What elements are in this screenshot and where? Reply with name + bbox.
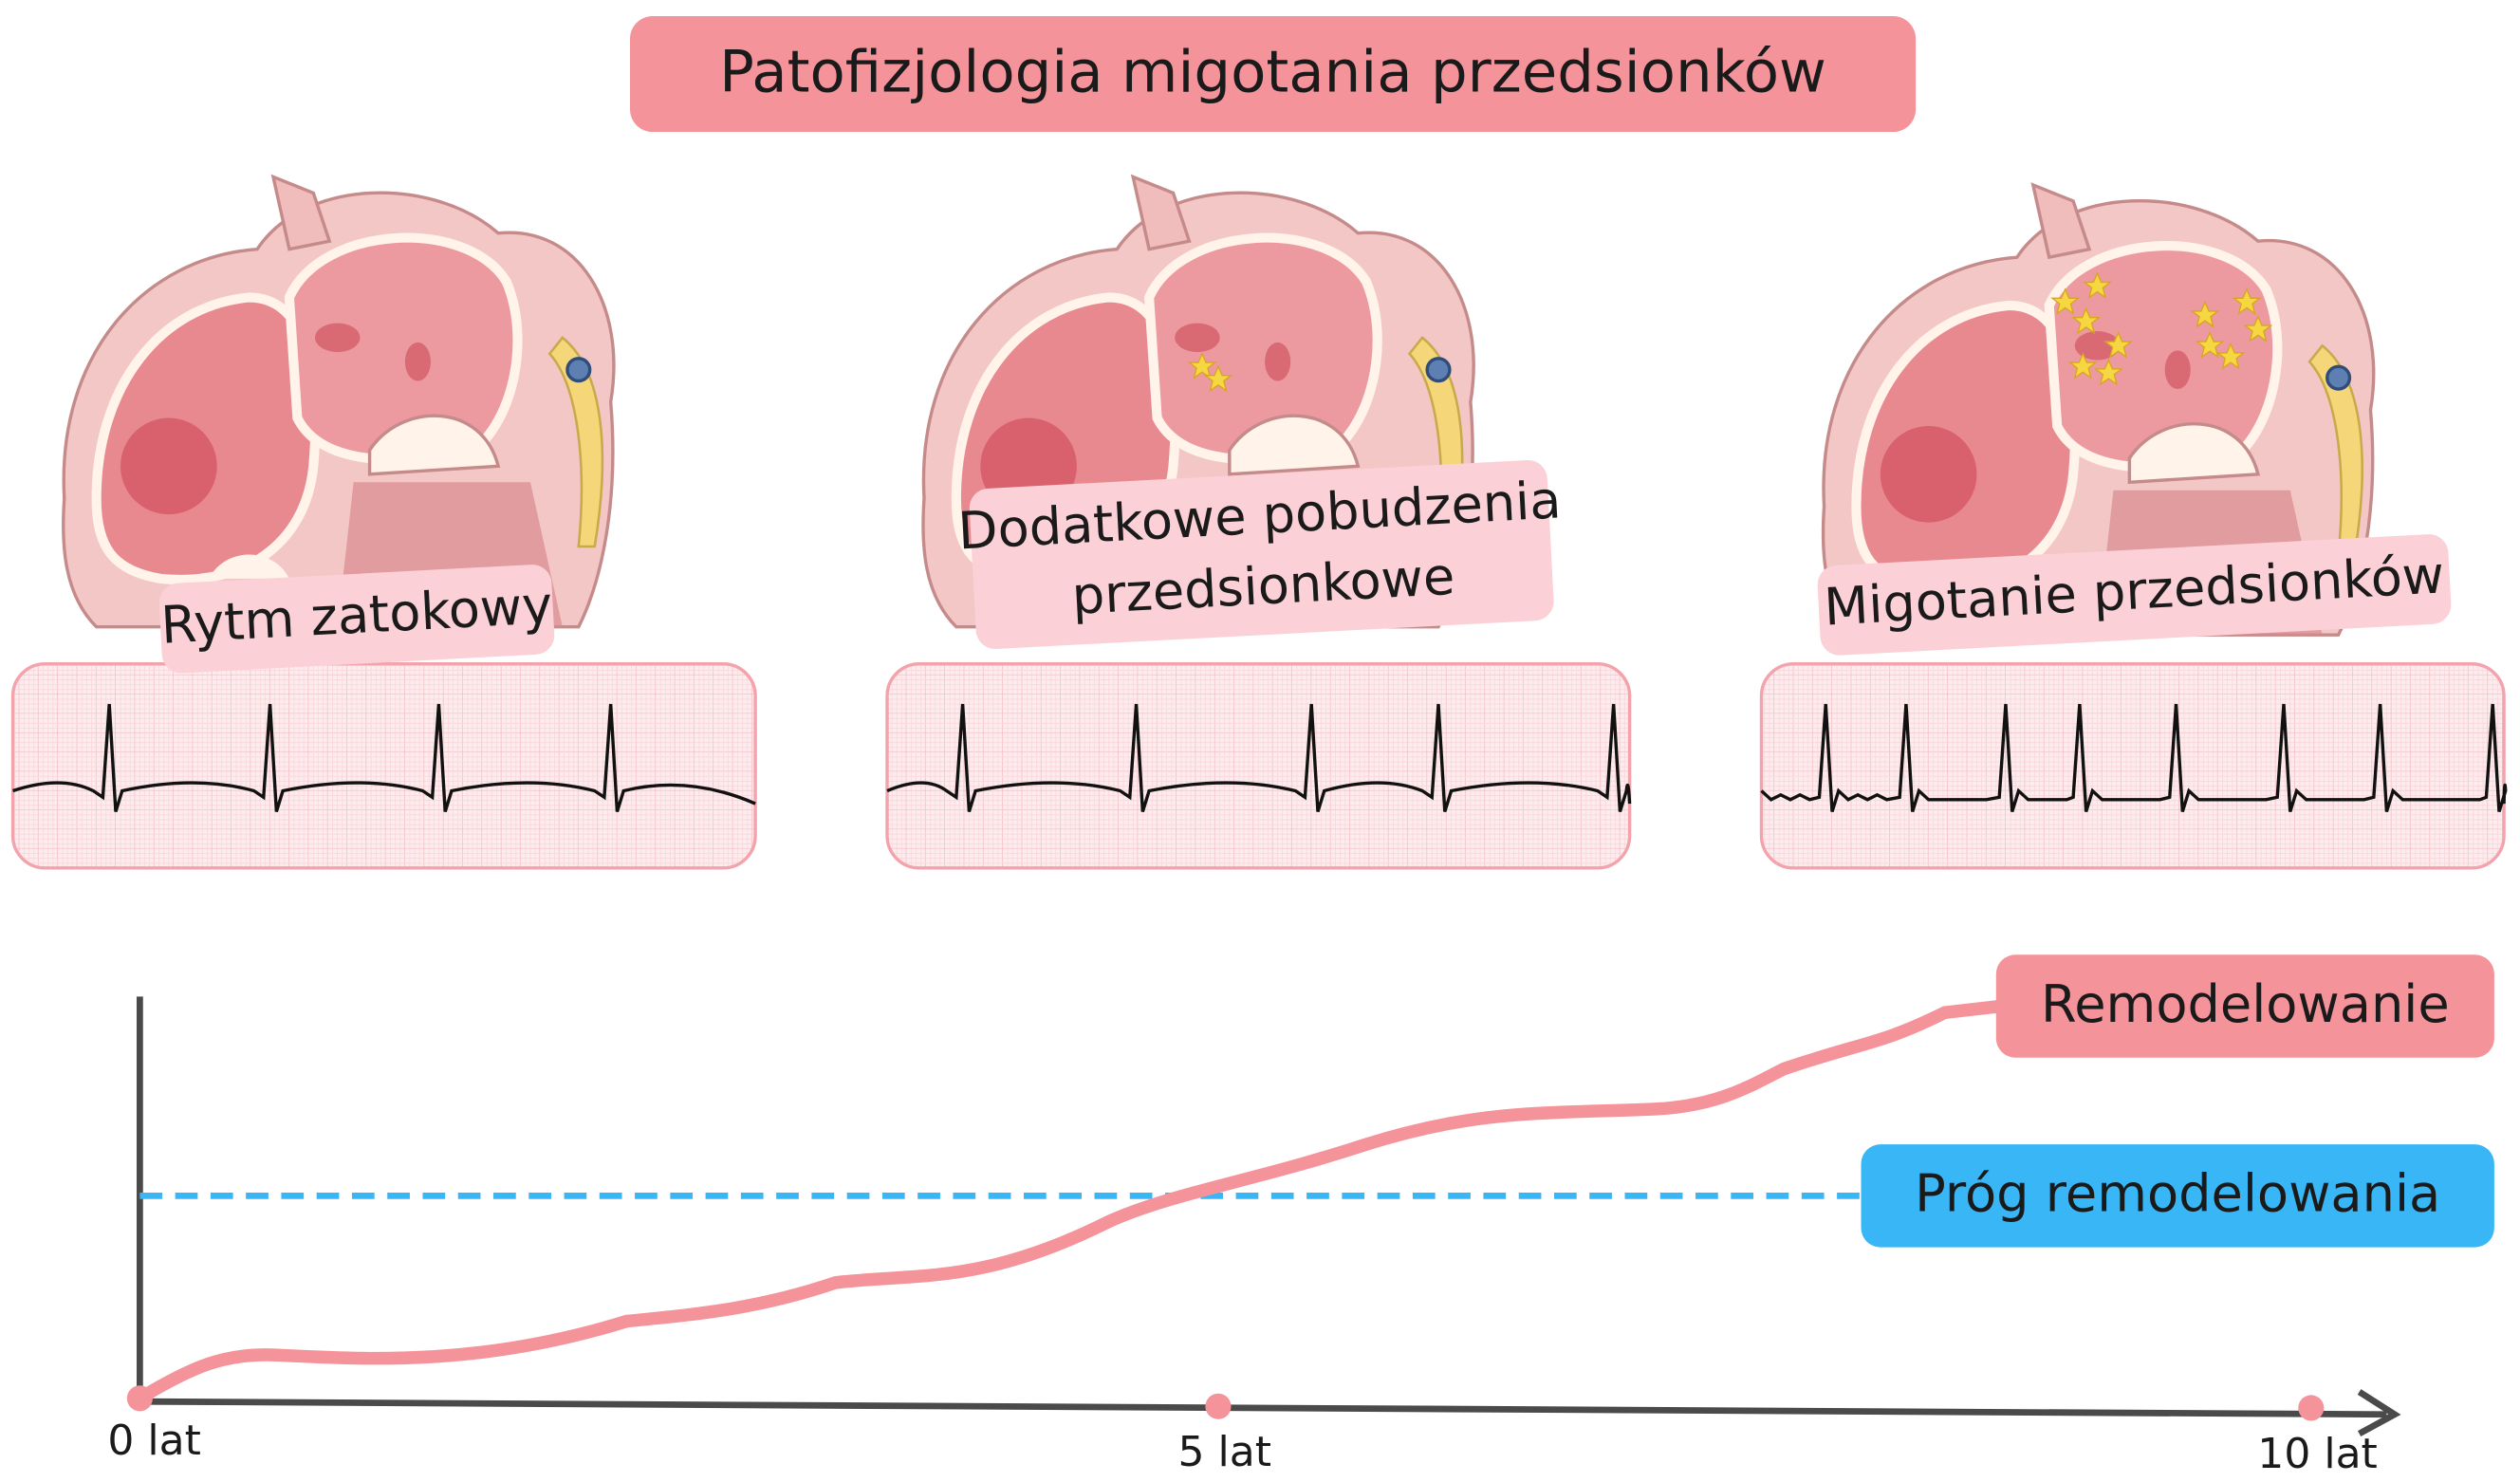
title: Patofizjologia migotania przedsionków: [719, 38, 1826, 105]
ecg-strip: [885, 662, 1632, 870]
timeline-dot: [1205, 1393, 1232, 1419]
timeline: 0 lat 5 lat 10 lat Remodelowanie Próg re…: [107, 954, 2494, 1478]
curve-label-box: [1995, 954, 2494, 1058]
timeline-dot: [126, 1385, 153, 1412]
x-axis: [139, 1398, 2387, 1418]
remodeling-curve: [133, 999, 2008, 1405]
title-box: Patofizjologia migotania przedsionków: [630, 16, 1917, 133]
stages: Rytm zatokowy Dodatkowe pobudzeniaprzedsi…: [10, 176, 2508, 870]
axis-arrow: [2357, 1389, 2401, 1437]
tick-label: 5 lat: [1177, 1428, 1271, 1476]
heart-illustration: [64, 176, 614, 626]
ecg-strip: [10, 662, 757, 870]
tick-label: 10 lat: [2257, 1430, 2378, 1478]
stage-label-box: [1817, 534, 2452, 656]
ecg-trace: [1760, 703, 2508, 813]
ecg-trace: [886, 703, 1632, 813]
stage-label: Rytm zatokowy: [158, 565, 555, 674]
tick-label: 0 lat: [107, 1417, 201, 1465]
ecg-trace: [12, 703, 756, 813]
threshold-label: Próg remodelowania: [1915, 1164, 2440, 1224]
ecg-strip: [1759, 662, 2506, 870]
threshold-label-box: [1861, 1144, 2494, 1248]
timeline-dot: [2298, 1395, 2325, 1421]
curve-label: Remodelowanie: [2041, 974, 2450, 1034]
stage: Rytm zatokowy: [10, 176, 757, 870]
stage-label-box: [158, 565, 555, 674]
title-background: [630, 16, 1917, 133]
stage-label-box: [969, 460, 1554, 650]
stage: Migotanie przedsionków: [1759, 185, 2508, 870]
